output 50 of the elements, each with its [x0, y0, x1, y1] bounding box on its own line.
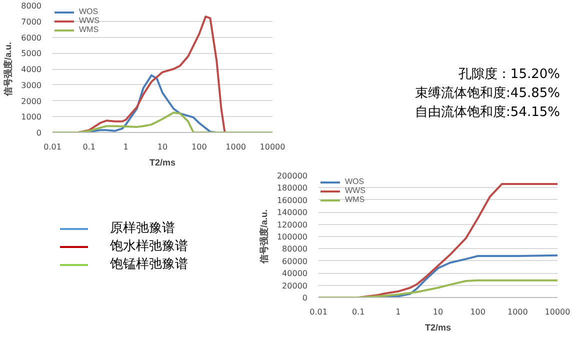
y-tick-label: 180000	[276, 184, 308, 193]
text: 束缚流体饱和度:45.85%	[415, 85, 560, 103]
x-tick-label: 0.01	[310, 308, 328, 316]
x-axis-title: T2/ms	[149, 158, 176, 168]
legend-label: WOS	[345, 177, 365, 186]
x-tick-label: 10000	[544, 308, 570, 316]
y-tick-label: 4000	[21, 65, 42, 74]
y-tick-label: 40000	[282, 269, 308, 278]
x-tick-label: 100	[470, 308, 486, 316]
y-tick-label: 5000	[21, 49, 42, 58]
x-tick-label: 0.1	[352, 308, 365, 316]
x-tick-label: 1000	[507, 308, 528, 316]
x-tick-label: 0.1	[82, 142, 96, 152]
text: 自由流体饱和度:54.15%	[415, 104, 560, 122]
x-tick-label: 1	[123, 142, 128, 152]
x-tick-label: 10000	[260, 142, 286, 152]
legend-label: WMS	[345, 195, 365, 204]
x-tick-label: 10	[157, 142, 168, 152]
x-tick-label: 10	[432, 308, 444, 316]
x-tick-label: 1	[396, 308, 401, 316]
x-tick-label: 0.01	[44, 142, 62, 152]
legend-label: 饱锰样弛豫谱	[110, 256, 188, 274]
text: 孔隙度：15.20%	[457, 66, 560, 84]
y-tick-label: 7000	[21, 17, 42, 26]
y-tick-label: 1000	[21, 112, 42, 122]
y-tick-label: 0	[302, 294, 308, 302]
y-tick-label: 20000	[282, 281, 308, 290]
y-tick-label: 80000	[282, 244, 308, 254]
legend-label: WWS	[345, 186, 366, 195]
y-axis-title: 信号强度/a.u.	[3, 42, 14, 97]
legend-label: 原样弛豫谱	[110, 220, 175, 238]
y-tick-label: 6000	[21, 33, 42, 42]
y-tick-label: 200000	[276, 172, 308, 180]
legend-label: WMS	[79, 25, 99, 34]
y-tick-label: 160000	[276, 196, 308, 205]
y-tick-label: 0	[36, 128, 42, 138]
y-tick-label: 8000	[21, 2, 42, 10]
y-tick-label: 60000	[282, 256, 308, 266]
y-axis-title: 信号强度/a.u.	[258, 209, 269, 264]
y-tick-label: 140000	[276, 208, 308, 218]
y-tick-label: 2000	[21, 96, 42, 106]
y-tick-label: 3000	[21, 80, 42, 90]
x-tick-label: 1000	[226, 142, 246, 152]
legend-label: WWS	[79, 16, 100, 25]
y-tick-label: 120000	[276, 220, 308, 230]
legend-label: 饱水样弛豫谱	[110, 238, 188, 256]
legend-label: WOS	[79, 7, 99, 16]
y-tick-label: 100000	[276, 232, 308, 242]
x-tick-label: 100	[192, 142, 207, 152]
x-axis-title: T2/ms	[424, 322, 452, 332]
